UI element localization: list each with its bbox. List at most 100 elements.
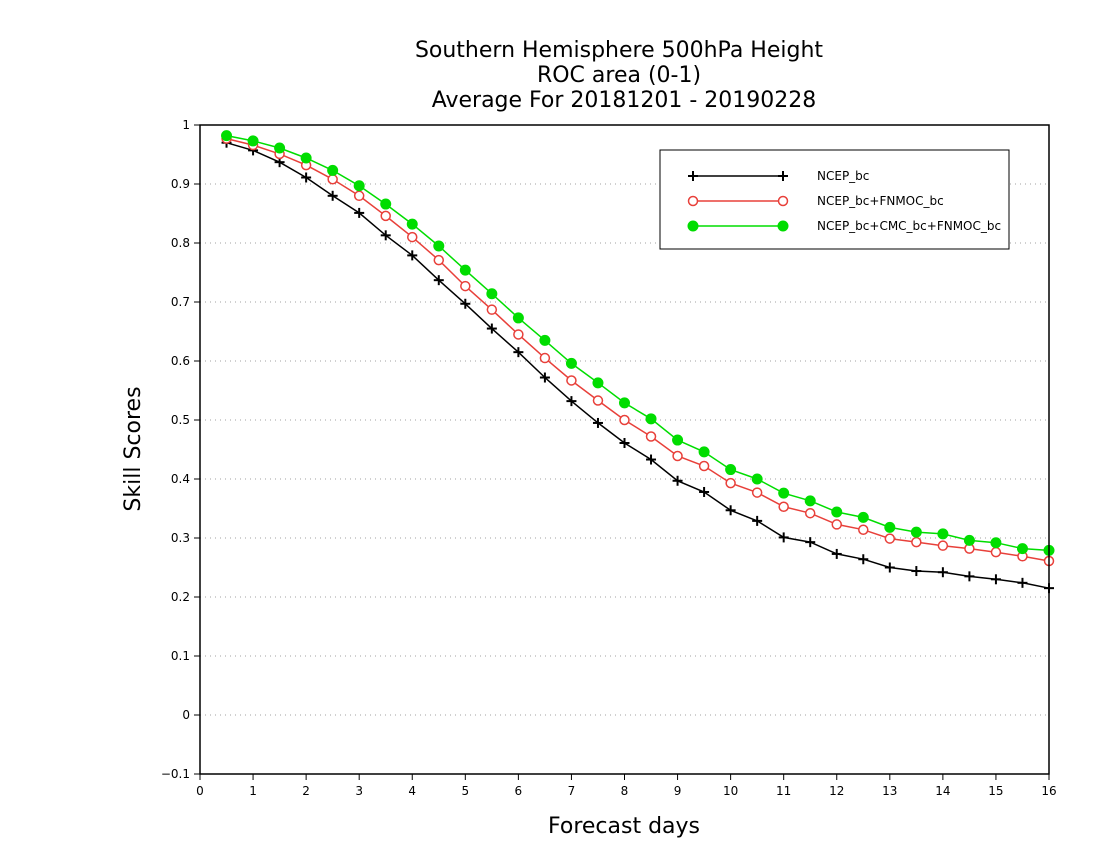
data-point [698, 446, 710, 458]
data-point [592, 395, 604, 406]
data-point [380, 198, 392, 210]
data-point [687, 195, 699, 207]
legend-entry: NCEP_bc+CMC_bc+FNMOC_bc [687, 219, 1001, 233]
data-point [884, 533, 896, 544]
data-point [778, 171, 788, 181]
data-point [964, 571, 975, 582]
x-tick-label: 10 [723, 784, 738, 798]
title-line-2: ROC area (0-1) [537, 63, 701, 88]
y-tick-label: 0.2 [171, 590, 190, 604]
legend-label: NCEP_bc+FNMOC_bc [817, 194, 944, 208]
y-tick-label: 0.7 [171, 295, 190, 309]
data-point [725, 464, 737, 476]
data-point [857, 511, 869, 523]
legend-label: NCEP_bc+CMC_bc+FNMOC_bc [817, 219, 1001, 233]
x-tick-label: 14 [935, 784, 950, 798]
x-axis-title: Forecast days [548, 814, 700, 839]
x-tick-label: 11 [776, 784, 791, 798]
axis-ticks: −0.100.10.20.30.40.50.60.70.80.910 1 2 3 4 5 6… [161, 118, 1057, 798]
y-tick-label: 0.9 [171, 177, 190, 191]
data-point [380, 230, 391, 241]
data-point [804, 495, 816, 507]
data-point [858, 524, 869, 535]
data-point [460, 298, 471, 309]
legend: NCEP_bc NCEP_bc+FNMOC_bc NCEP_bc+CMC_bc+FN… [659, 149, 1010, 250]
plot-frame [199, 124, 1050, 775]
x-tick-label: 13 [882, 784, 897, 798]
data-point [990, 537, 1002, 549]
data-point [327, 190, 338, 201]
legend-entry: NCEP_bc [688, 169, 869, 183]
data-point [687, 220, 699, 232]
y-tick-label: 0 [182, 708, 190, 722]
x-tick-label: 16 [1041, 784, 1056, 798]
data-point [752, 515, 763, 526]
data-point [1016, 543, 1028, 555]
data-point [778, 501, 789, 512]
data-point [831, 519, 842, 530]
data-point [910, 526, 922, 538]
data-point [300, 152, 312, 164]
x-tick-label: 2 [302, 784, 310, 798]
x-tick-label: 3 [355, 784, 363, 798]
data-point [512, 312, 524, 324]
data-point [433, 254, 445, 266]
data-point [327, 174, 338, 185]
data-point [751, 473, 763, 485]
x-tick-label: 4 [408, 784, 416, 798]
x-tick-label: 7 [568, 784, 576, 798]
data-point [884, 521, 896, 533]
data-point [698, 460, 710, 472]
y-tick-label: 0.6 [171, 354, 190, 368]
title-line-1: Southern Hemisphere 500hPa Height [415, 38, 823, 63]
gridlines [200, 183, 1049, 716]
legend-entry: NCEP_bc+FNMOC_bc [687, 194, 944, 208]
legend-label: NCEP_bc [817, 169, 869, 183]
data-point [566, 396, 577, 407]
data-point [725, 505, 736, 516]
data-point [301, 172, 312, 183]
x-tick-label: 12 [829, 784, 844, 798]
y-axis-title: Skill Scores [121, 386, 146, 511]
data-point [777, 220, 789, 232]
data-point [407, 231, 418, 243]
data-point [725, 477, 736, 489]
data-point [327, 164, 339, 176]
data-point [619, 438, 630, 449]
data-point [221, 130, 233, 142]
x-tick-label: 6 [515, 784, 523, 798]
y-tick-label: 0.8 [171, 236, 190, 250]
data-point [911, 536, 922, 548]
data-point [486, 288, 498, 300]
data-point [566, 375, 577, 386]
x-tick-label: 15 [988, 784, 1003, 798]
data-point [804, 507, 816, 519]
data-point [433, 275, 444, 286]
data-point [433, 240, 445, 252]
data-point [645, 431, 657, 442]
data-point [592, 417, 603, 428]
x-tick-label: 0 [196, 784, 204, 798]
data-point [513, 329, 524, 340]
data-point [565, 357, 577, 369]
data-point [460, 280, 471, 292]
data-point [778, 532, 789, 543]
data-point [645, 413, 657, 425]
data-point [407, 250, 418, 261]
data-point [688, 171, 698, 181]
data-point [778, 487, 790, 499]
data-point [884, 562, 895, 573]
data-point [858, 554, 869, 565]
y-tick-label: 0.4 [171, 472, 190, 486]
y-tick-label: 0.5 [171, 413, 190, 427]
x-tick-label: 8 [621, 784, 629, 798]
data-point [990, 546, 1002, 558]
data-point [831, 548, 842, 559]
data-point [539, 334, 551, 346]
data-point [619, 414, 630, 426]
data-point [353, 180, 365, 192]
data-point [646, 454, 657, 465]
data-point [937, 567, 948, 578]
data-point [619, 397, 630, 409]
